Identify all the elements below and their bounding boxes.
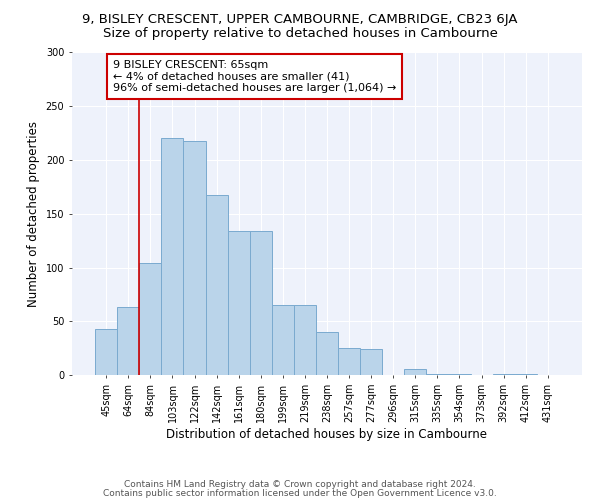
Bar: [117, 308, 139, 375]
Bar: [316, 332, 338, 375]
Bar: [515, 374, 537, 375]
Bar: [404, 368, 427, 375]
Text: Contains public sector information licensed under the Open Government Licence v3: Contains public sector information licen…: [103, 488, 497, 498]
Bar: [360, 349, 382, 375]
Text: 9 BISLEY CRESCENT: 65sqm
← 4% of detached houses are smaller (41)
96% of semi-de: 9 BISLEY CRESCENT: 65sqm ← 4% of detache…: [113, 60, 396, 93]
Bar: [206, 196, 227, 375]
Bar: [427, 374, 448, 375]
Text: Contains HM Land Registry data © Crown copyright and database right 2024.: Contains HM Land Registry data © Crown c…: [124, 480, 476, 489]
X-axis label: Distribution of detached houses by size in Cambourne: Distribution of detached houses by size …: [167, 428, 487, 440]
Bar: [139, 263, 161, 375]
Bar: [272, 305, 294, 375]
Text: 9, BISLEY CRESCENT, UPPER CAMBOURNE, CAMBRIDGE, CB23 6JA: 9, BISLEY CRESCENT, UPPER CAMBOURNE, CAM…: [82, 12, 518, 26]
Bar: [448, 374, 470, 375]
Y-axis label: Number of detached properties: Number of detached properties: [27, 120, 40, 306]
Bar: [250, 231, 272, 375]
Bar: [338, 348, 360, 375]
Bar: [95, 329, 117, 375]
Bar: [493, 374, 515, 375]
Bar: [227, 231, 250, 375]
Bar: [161, 138, 184, 375]
Bar: [294, 305, 316, 375]
Text: Size of property relative to detached houses in Cambourne: Size of property relative to detached ho…: [103, 28, 497, 40]
Bar: [184, 140, 206, 375]
